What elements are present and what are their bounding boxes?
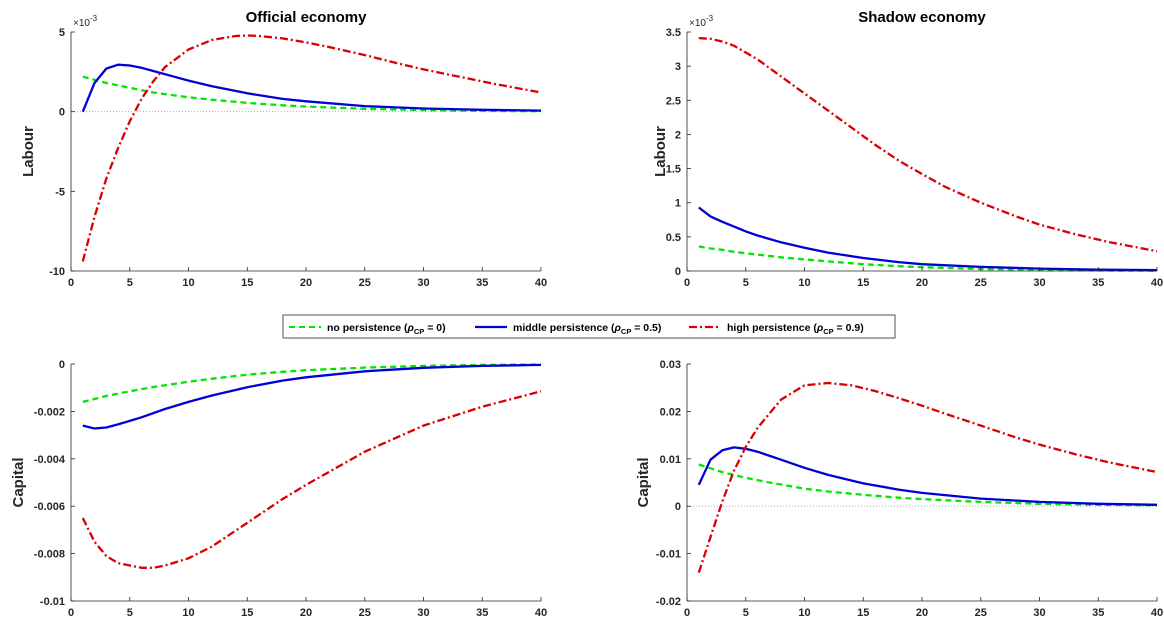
y-tick-label: 0.03 [660, 359, 681, 371]
y-axis-title: Labour [652, 126, 669, 177]
x-tick-label: 25 [359, 607, 371, 619]
y-tick-label: -5 [55, 186, 65, 198]
x-tick-label: 20 [916, 607, 928, 619]
y-exponent-label: ×10-3 [73, 14, 98, 29]
series-line-mid [698, 206, 1158, 272]
x-tick-label: 35 [1092, 607, 1104, 619]
x-tick-label: 30 [417, 607, 429, 619]
chart-panel-1: 0 5 10 15 20 25 30 35 40 -10 -5 0 5 ×10-3 Official eco… [20, 9, 547, 289]
chart-panel-3: 0 5 10 15 20 25 30 35 40 -0.01 -0.008 -0.006 -0.004 -… [10, 359, 547, 619]
series-line-high [698, 36, 1158, 253]
y-tick-label: 0.02 [660, 406, 681, 418]
series-line-no [82, 75, 542, 113]
y-axis-title: Capital [10, 457, 27, 507]
x-tick-label: 5 [127, 607, 133, 619]
y-axis-title: Capital [635, 457, 652, 507]
y-tick-label: 0.01 [660, 454, 681, 466]
x-tick-label: 10 [182, 607, 194, 619]
y-tick-label: 0 [675, 266, 681, 278]
y-tick-label: -10 [49, 266, 65, 278]
series-line-no [82, 363, 542, 404]
x-tick-label: 30 [417, 277, 429, 289]
y-tick-label: 2 [675, 129, 681, 141]
chart-panel-4: 0 5 10 15 20 25 30 35 40 -0.02 -0.01 0 0.01 0.02 0.03 C… [635, 359, 1163, 619]
y-tick-label: -0.02 [656, 596, 681, 608]
chart-panel-2: 0 5 10 15 20 25 30 35 40 0 0.5 1 1.5 2 2.5 3 3.5 ×10-3 Sha… [652, 9, 1163, 289]
x-tick-label: 15 [241, 277, 253, 289]
x-tick-label: 15 [241, 607, 253, 619]
x-tick-label: 5 [127, 277, 133, 289]
x-tick-label: 5 [743, 607, 749, 619]
y-tick-label: -0.004 [34, 454, 66, 466]
x-tick-label: 0 [684, 277, 690, 289]
x-tick-label: 30 [1033, 277, 1045, 289]
x-tick-label: 35 [1092, 277, 1104, 289]
y-tick-label: -0.008 [34, 549, 65, 561]
x-tick-label: 15 [857, 277, 869, 289]
y-tick-label: -0.01 [656, 549, 681, 561]
legend-label-high: high persistence (ρCP = 0.9) [727, 322, 864, 336]
x-tick-label: 25 [975, 277, 987, 289]
y-tick-label: 0 [59, 107, 65, 119]
plot-area [71, 364, 541, 601]
x-tick-label: 20 [300, 277, 312, 289]
y-axis-title: Labour [20, 126, 37, 177]
x-tick-label: 20 [300, 607, 312, 619]
series-line-no [698, 245, 1158, 272]
x-tick-label: 25 [975, 607, 987, 619]
y-tick-label: 3.5 [666, 27, 681, 39]
x-tick-label: 0 [684, 607, 690, 619]
plot-area [687, 32, 1157, 271]
x-tick-label: 40 [535, 607, 547, 619]
y-tick-label: -0.01 [40, 596, 65, 608]
x-tick-label: 0 [68, 277, 74, 289]
y-tick-label: 0 [675, 501, 681, 513]
x-tick-label: 10 [182, 277, 194, 289]
series-line-high [81, 34, 542, 262]
x-tick-label: 30 [1033, 607, 1045, 619]
x-tick-label: 0 [68, 607, 74, 619]
x-tick-label: 5 [743, 277, 749, 289]
panel-title: Shadow economy [858, 9, 986, 26]
x-tick-label: 20 [916, 277, 928, 289]
series-line-mid [81, 63, 542, 113]
series-line-high [81, 390, 542, 569]
x-tick-label: 40 [535, 277, 547, 289]
series-line-mid [82, 363, 542, 430]
legend-box [282, 314, 896, 339]
series-line-high [697, 381, 1158, 573]
y-tick-label: -0.002 [34, 406, 65, 418]
series-line-mid [697, 446, 1158, 506]
y-tick-label: 0.5 [666, 232, 681, 244]
y-tick-label: 2.5 [666, 95, 681, 107]
legend: no persistence (ρCP = 0) middle persiste… [282, 314, 896, 339]
y-tick-label: 1.5 [666, 164, 681, 176]
x-tick-label: 10 [798, 277, 810, 289]
x-tick-label: 25 [359, 277, 371, 289]
y-tick-label: 1 [675, 198, 681, 210]
x-tick-label: 10 [798, 607, 810, 619]
x-tick-label: 40 [1151, 607, 1163, 619]
x-tick-label: 35 [476, 607, 488, 619]
y-tick-label: 3 [675, 61, 681, 73]
series-line-no [698, 463, 1158, 507]
y-tick-label: 5 [59, 27, 65, 39]
legend-label-no: no persistence (ρCP = 0) [327, 322, 446, 336]
panel-title: Official economy [246, 9, 368, 26]
plot-area [71, 32, 541, 271]
x-tick-label: 15 [857, 607, 869, 619]
y-tick-label: 0 [59, 359, 65, 371]
x-tick-label: 40 [1151, 277, 1163, 289]
y-tick-label: -0.006 [34, 501, 65, 513]
x-tick-label: 35 [476, 277, 488, 289]
plot-area [687, 364, 1157, 601]
legend-label-mid: middle persistence (ρCP = 0.5) [513, 322, 661, 336]
y-exponent-label: ×10-3 [689, 14, 714, 29]
